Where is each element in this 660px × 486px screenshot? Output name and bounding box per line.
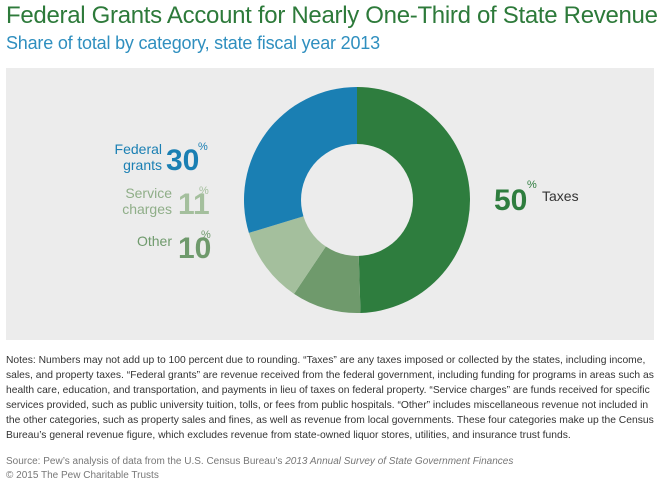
other-name: Other <box>137 233 172 249</box>
service-unit: % <box>199 185 209 197</box>
chart-title: Federal Grants Account for Nearly One-Th… <box>6 2 658 29</box>
federal-value: 30 <box>166 144 199 177</box>
notes-text: Notes: Numbers may not add up to 100 per… <box>6 355 654 441</box>
chart-subtitle: Share of total by category, state fiscal… <box>6 33 380 53</box>
slice-taxes <box>357 87 471 313</box>
label-federal-grants: Federal grants 30 % <box>115 141 208 177</box>
donut-chart: 50 % Taxes Federal grants 30 % Service c… <box>115 87 579 313</box>
chart-panel: 50 % Taxes Federal grants 30 % Service c… <box>6 68 654 340</box>
taxes-value: 50 <box>494 184 527 217</box>
service-name-line1: Service <box>125 185 172 201</box>
copyright-text: © 2015 The Pew Charitable Trusts <box>6 470 159 481</box>
donut-hole <box>301 144 413 256</box>
label-taxes: 50 % Taxes <box>494 179 579 217</box>
other-unit: % <box>201 229 211 241</box>
service-name-line2: charges <box>122 201 172 217</box>
taxes-name: Taxes <box>542 188 579 204</box>
label-other: Other 10 % <box>137 229 211 265</box>
federal-unit: % <box>198 141 208 153</box>
federal-name-line1: Federal <box>115 141 162 157</box>
source-prefix: Source: Pew’s analysis of data from the … <box>6 456 286 467</box>
taxes-unit: % <box>527 179 537 191</box>
source-text: Source: Pew’s analysis of data from the … <box>6 456 513 467</box>
label-service-charges: Service charges 11 % <box>122 185 210 221</box>
other-value: 10 <box>178 232 211 265</box>
federal-name-line2: grants <box>123 157 162 173</box>
source-title: 2013 Annual Survey of State Government F… <box>285 456 514 467</box>
service-value: 11 <box>178 188 210 221</box>
